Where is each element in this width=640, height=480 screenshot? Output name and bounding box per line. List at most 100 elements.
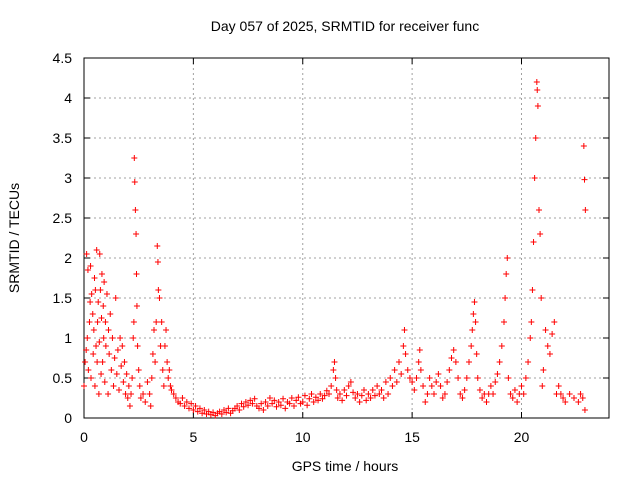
data-point	[84, 267, 91, 273]
data-point	[205, 408, 212, 415]
data-point	[100, 303, 107, 309]
data-point	[96, 251, 103, 257]
data-point	[262, 399, 269, 405]
data-point	[88, 375, 94, 381]
data-point	[532, 135, 539, 141]
data-point	[441, 391, 448, 397]
data-point	[494, 371, 501, 377]
data-point	[89, 311, 96, 317]
data-point	[463, 375, 470, 381]
data-point	[181, 403, 188, 409]
data-point	[371, 392, 378, 399]
data-point	[551, 319, 558, 325]
data-point	[417, 367, 424, 373]
data-point	[91, 383, 98, 389]
data-point	[522, 375, 529, 381]
data-point	[396, 359, 402, 365]
data-point	[154, 259, 161, 265]
data-point	[113, 371, 120, 377]
data-point	[136, 383, 143, 389]
data-point	[336, 391, 343, 397]
data-point	[87, 299, 94, 305]
y-tick-label: 0.5	[53, 370, 73, 386]
data-point	[83, 347, 90, 353]
data-point	[133, 303, 140, 309]
data-point	[433, 379, 440, 385]
data-point	[476, 387, 483, 393]
data-point	[106, 351, 113, 357]
data-point	[85, 367, 92, 373]
data-point	[247, 397, 254, 404]
data-point	[537, 231, 544, 237]
data-point	[514, 399, 521, 405]
x-tick-labels: 0 5 10 15 20	[80, 429, 529, 445]
data-point	[156, 295, 163, 301]
data-point	[256, 405, 262, 412]
data-point	[121, 359, 128, 365]
data-point	[406, 375, 413, 381]
data-point	[317, 391, 324, 397]
data-point	[448, 355, 455, 361]
data-point	[301, 392, 308, 399]
data-points	[81, 79, 589, 419]
data-point	[330, 367, 337, 373]
data-point	[483, 399, 490, 405]
data-point	[196, 405, 203, 412]
data-point	[404, 367, 411, 373]
data-point	[101, 279, 108, 285]
data-point	[146, 391, 153, 397]
data-point	[369, 387, 376, 393]
data-point	[401, 327, 408, 333]
data-point	[581, 407, 588, 413]
y-tick-labels: 0 0.5 1 1.5 2 2.5 3 3.5 4 4.5	[53, 50, 73, 426]
data-point	[98, 271, 105, 277]
data-point	[426, 375, 433, 381]
data-point	[288, 395, 295, 401]
data-point	[94, 359, 101, 365]
data-point	[339, 397, 346, 404]
data-point	[128, 391, 135, 397]
data-point	[240, 403, 247, 410]
data-point	[580, 143, 587, 149]
axis-ticks	[83, 57, 609, 419]
data-point	[571, 395, 577, 401]
data-point	[190, 407, 197, 413]
data-point	[137, 395, 144, 401]
x-tick-label: 20	[514, 429, 530, 445]
data-point	[328, 383, 335, 389]
data-point	[502, 295, 509, 301]
data-point	[103, 291, 110, 297]
data-point	[365, 391, 372, 397]
data-point	[98, 315, 105, 321]
data-point	[562, 399, 569, 405]
data-point	[194, 408, 201, 415]
data-point	[413, 375, 420, 381]
data-point	[577, 391, 584, 397]
data-point	[374, 383, 381, 389]
data-point	[542, 327, 549, 333]
data-point	[133, 231, 140, 237]
data-point	[391, 367, 398, 373]
data-point	[566, 391, 573, 397]
data-point	[361, 387, 367, 393]
data-point	[534, 87, 541, 93]
data-point	[151, 327, 157, 333]
data-point	[354, 391, 361, 397]
data-point	[126, 403, 133, 409]
data-point	[534, 103, 541, 109]
data-point	[105, 327, 112, 333]
data-point	[183, 399, 190, 405]
data-point	[142, 399, 149, 405]
data-point	[473, 351, 480, 357]
data-point	[450, 347, 457, 353]
data-point	[310, 399, 317, 405]
data-point	[529, 287, 536, 293]
data-point	[299, 399, 306, 405]
data-point	[131, 155, 138, 161]
data-point	[122, 391, 129, 397]
data-point	[91, 275, 98, 281]
data-point	[275, 399, 282, 405]
data-point	[575, 399, 582, 405]
data-point	[505, 375, 512, 381]
